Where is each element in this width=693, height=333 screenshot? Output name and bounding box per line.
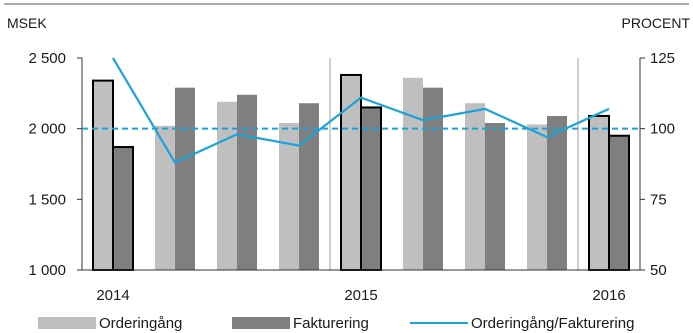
left-tick-label: 1 500 (28, 191, 66, 208)
bar-orderingang (465, 103, 485, 270)
legend-line-ratio (410, 322, 468, 324)
bar-fakturering (608, 134, 630, 271)
x-tick-label: 2014 (96, 287, 129, 304)
x-tick-label: 2016 (592, 287, 625, 304)
right-axis-unit: PROCENT (622, 15, 691, 31)
legend-item-orderingang: Orderingång (38, 313, 182, 333)
bar-fakturering (237, 94, 257, 270)
bar-fakturering (112, 146, 134, 271)
legend: Orderingång Fakturering Orderingång/Fakt… (0, 313, 693, 333)
left-tick-label: 2 000 (28, 121, 66, 138)
right-tick-label: 50 (650, 262, 667, 279)
legend-item-fakturering: Fakturering (232, 313, 369, 333)
bar-orderingang (588, 114, 610, 271)
bar-fakturering (423, 87, 443, 271)
left-axis-unit: MSEK (7, 15, 47, 31)
legend-label-ratio: Orderingång/Fakturering (471, 314, 635, 332)
bar-fakturering (485, 123, 505, 270)
bar-orderingang (403, 77, 423, 270)
legend-label-orderingang: Orderingång (99, 314, 183, 332)
legend-item-ratio: Orderingång/Fakturering (410, 313, 634, 333)
bar-orderingang (217, 101, 237, 271)
bar-fakturering (175, 87, 195, 271)
chart: MSEK PROCENT 1 000 1 500 2 000 2 500 50 75 100… (4, 3, 691, 304)
series-line-ratio (112, 57, 610, 165)
legend-swatch-orderingang (38, 317, 96, 329)
bar-orderingang (155, 125, 175, 270)
left-tick-label: 2 500 (28, 50, 66, 67)
legend-label-fakturering: Fakturering (293, 314, 369, 332)
left-tick-label: 1 000 (28, 262, 66, 279)
bar-orderingang (527, 124, 547, 270)
right-tick-label: 100 (650, 121, 675, 138)
bar-orderingang (279, 123, 299, 270)
x-tick-label: 2015 (344, 287, 377, 304)
bar-fakturering (547, 115, 567, 271)
bar-fakturering (299, 103, 319, 270)
legend-swatch-fakturering (232, 317, 290, 329)
right-tick-label: 75 (650, 191, 667, 208)
bar-orderingang (92, 79, 114, 272)
bar-fakturering (360, 106, 382, 272)
right-tick-label: 125 (650, 50, 675, 67)
